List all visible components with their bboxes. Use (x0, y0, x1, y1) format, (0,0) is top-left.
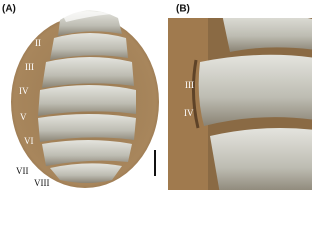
plate-label: II (35, 38, 41, 48)
panel-label: (A) (2, 4, 16, 15)
plate-label: III (25, 62, 34, 72)
plate-label: VII (16, 166, 29, 176)
plate-label: VI (24, 136, 34, 146)
photo-a (11, 10, 159, 188)
plate-label: VIII (34, 178, 50, 188)
plate-label: I (46, 12, 49, 22)
panel-label: (B) (176, 4, 190, 15)
plate-label: IV (19, 86, 29, 96)
plate-label: V (20, 112, 27, 122)
plate-label: III (185, 80, 194, 90)
plate-label: IV (184, 108, 194, 118)
figure: (A) (B) I II III IV V VI VII VIII III IV (2, 4, 312, 190)
photo-b (168, 18, 312, 190)
